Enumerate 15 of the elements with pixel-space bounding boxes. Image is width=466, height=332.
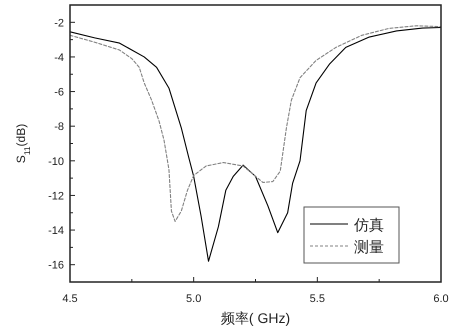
y-tick-label: -14: [48, 225, 64, 238]
x-tick-label: 5.5: [310, 293, 325, 305]
legend-label: 测量: [354, 239, 384, 256]
x-tick-label: 6.0: [433, 293, 449, 305]
y-tick-label: -8: [54, 121, 64, 134]
y-tick-label: -16: [48, 260, 64, 272]
y-tick-label: -4: [54, 52, 64, 64]
x-axis-title: 频率( GHz): [220, 310, 290, 326]
y-tick-label: -10: [48, 156, 64, 168]
x-tick-label: 5.0: [186, 293, 202, 305]
y-tick-label: -2: [54, 17, 64, 30]
x-tick-label: 4.5: [62, 293, 78, 305]
y-tick-label: -12: [48, 190, 64, 202]
legend-label: 仿真: [353, 217, 384, 234]
y-tick-label: -6: [54, 86, 64, 99]
